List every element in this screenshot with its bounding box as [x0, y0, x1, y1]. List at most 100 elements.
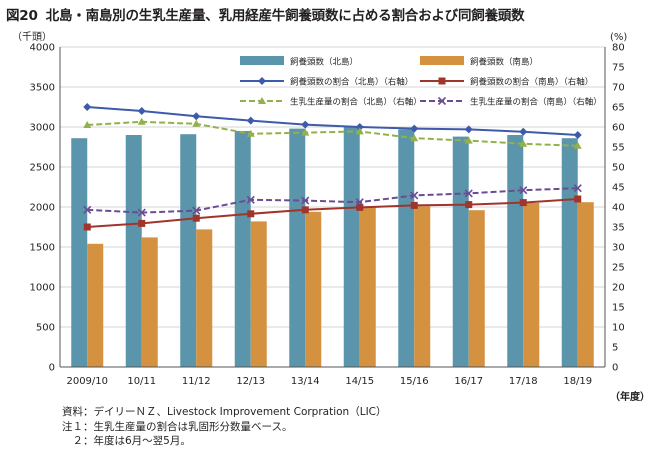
data-point	[355, 123, 364, 131]
bar	[468, 210, 485, 367]
chart: 0 500 1000 1500 2000 2500 3000 3500 4000 0 5 10 15 20…	[12, 31, 650, 403]
data-point	[192, 112, 201, 121]
series-line	[87, 198, 578, 228]
data-point	[301, 196, 310, 205]
bar	[359, 207, 376, 367]
bar	[507, 135, 524, 367]
data-point	[355, 198, 364, 207]
y2-tick-label: 50	[612, 163, 625, 174]
bar	[452, 136, 469, 367]
bar	[305, 211, 322, 367]
y-tick-label: 3000	[30, 123, 55, 134]
legend-item: 飼養頭数の割合（南島）（右軸）	[420, 77, 593, 88]
data-point	[137, 107, 146, 115]
figure-title: 北島・南島別の生乳生産量、乳用経産牛飼養頭数に占める割合および同飼養頭数	[45, 8, 525, 24]
bar	[523, 203, 540, 367]
x-tick-label: 18/19	[563, 376, 592, 387]
legend-label: 飼養頭数（北島）	[290, 57, 358, 68]
legend-item: 飼養頭数（北島）	[240, 56, 358, 68]
data-point	[410, 134, 419, 142]
y-tick-label: 0	[49, 363, 55, 374]
bar	[180, 134, 197, 367]
axes: 0 500 1000 1500 2000 2500 3000 3500 4000 0 5 10 15 20…	[12, 31, 650, 403]
bar	[343, 126, 360, 367]
data-point	[519, 139, 528, 147]
bar	[398, 129, 415, 367]
series-line	[87, 120, 578, 147]
bar	[561, 138, 578, 367]
data-point	[137, 117, 146, 125]
legend-label: 生乳生産量の割合（南島）（右軸）	[470, 97, 602, 108]
data-point	[137, 208, 146, 217]
legend: 飼養頭数（北島） 飼養頭数（南島） 飼養頭数の割合（北島）（右軸） 飼養頭数の割合（南…	[240, 56, 602, 108]
bar	[141, 237, 158, 367]
data-point	[301, 128, 310, 136]
series-line	[87, 106, 578, 136]
y2-tick-label: 45	[612, 183, 625, 194]
data-point	[301, 206, 309, 214]
x-tick-label: 12/13	[236, 376, 265, 387]
bar	[250, 221, 267, 367]
y2-tick-label: 20	[612, 283, 625, 294]
y-tick-label: 2000	[30, 203, 55, 214]
data-point	[519, 127, 528, 136]
data-point	[464, 136, 473, 144]
data-point	[356, 203, 364, 211]
bar	[196, 229, 213, 367]
data-point	[464, 125, 473, 134]
legend-swatch	[240, 56, 284, 65]
data-point	[83, 121, 92, 128]
data-point	[573, 184, 582, 193]
data-point	[573, 131, 582, 139]
legend-label: 飼養頭数（南島）	[470, 57, 538, 68]
data-point	[83, 103, 92, 111]
y2-tick-label: 65	[612, 103, 625, 114]
x-tick-label: 2009/10	[66, 376, 108, 387]
y2-tick-label: 5	[612, 343, 618, 354]
note-1: 注１：生乳生産量の割合は乳固形分数量ベース。	[62, 420, 293, 433]
x-tick-label: 10/11	[127, 376, 156, 387]
data-point	[410, 191, 419, 200]
data-point	[83, 205, 92, 214]
y2-tick-label: 70	[612, 83, 625, 94]
data-point	[410, 201, 418, 209]
data-point	[519, 199, 527, 207]
legend-item: 飼養頭数（南島）	[420, 56, 538, 68]
bars	[71, 126, 594, 367]
x-tick-label: 16/17	[454, 376, 483, 387]
note-2: ２：年度は6月～翌5月。	[62, 435, 191, 447]
data-point	[192, 214, 200, 222]
series-lines	[83, 103, 582, 231]
bar	[71, 138, 88, 367]
note-source: 資料：デイリーＮＺ、Livestock Improvement Corprati…	[62, 406, 387, 418]
x-tick-label: 14/15	[345, 376, 374, 387]
data-point	[246, 116, 255, 125]
chart-title: 図20 北島・南島別の生乳生産量、乳用経産牛飼養頭数に占める割合および同飼養頭数	[6, 4, 525, 24]
data-point	[464, 189, 473, 198]
data-point	[301, 120, 310, 129]
y-tick-label: 2500	[30, 163, 55, 174]
y-tick-label: 4000	[30, 43, 55, 54]
data-point	[465, 201, 473, 209]
y2-tick-label: 80	[612, 43, 625, 54]
bar	[577, 202, 594, 367]
notes: 資料：デイリーＮＺ、Livestock Improvement Corprati…	[62, 405, 387, 449]
data-point	[246, 195, 255, 204]
legend-marker	[258, 77, 266, 85]
y2-tick-label: 10	[612, 323, 625, 334]
bar	[87, 243, 104, 367]
y-tick-label: 3500	[30, 83, 55, 94]
y2-tick-label: 40	[612, 203, 625, 214]
legend-label: 飼養頭数の割合（南島）（右軸）	[470, 77, 593, 88]
y2-tick-label: 0	[612, 363, 618, 374]
data-point	[246, 129, 255, 137]
bar	[125, 135, 142, 367]
data-point	[192, 119, 201, 127]
y-tick-label: 1000	[30, 283, 55, 294]
y2-axis-label: (%)	[610, 32, 627, 43]
figure-number: 図20	[6, 8, 38, 24]
legend-label: 生乳生産量の割合（北島）（右軸）	[290, 97, 422, 108]
data-point	[519, 186, 528, 195]
legend-swatch	[420, 56, 464, 65]
legend-label: 飼養頭数の割合（北島）（右軸）	[290, 77, 413, 88]
